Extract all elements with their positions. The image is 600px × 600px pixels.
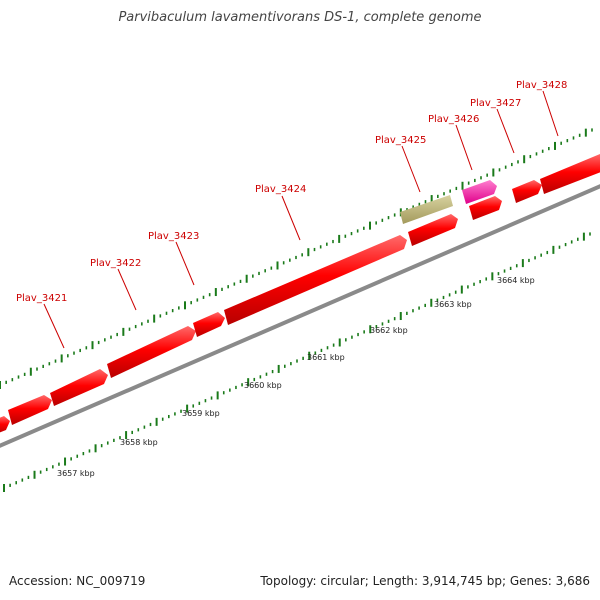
scale-tick-track [3, 232, 591, 492]
gene-label[interactable]: Plav_3423 [148, 231, 199, 242]
gene-label[interactable]: Plav_3424 [255, 184, 306, 195]
leader-line [117, 268, 137, 311]
leader-line [455, 124, 473, 171]
leader-line [401, 145, 421, 193]
gene-arrow-0[interactable] [0, 416, 10, 434]
gene-arrow-plav-3422[interactable] [107, 326, 196, 378]
gene-arrow-plav-3426[interactable] [469, 196, 502, 220]
leader-line [175, 241, 195, 286]
gene-arrow-plav-3423[interactable] [193, 312, 225, 337]
gene-track [0, 154, 600, 434]
genome-backbone [0, 184, 600, 448]
scale-label: 3663 kbp [434, 300, 472, 309]
gene-label[interactable]: Plav_3421 [16, 293, 67, 304]
accession-text: Accession: NC_009719 [9, 574, 146, 588]
genome-summary-text: Topology: circular; Length: 3,914,745 bp… [260, 574, 590, 588]
gene-label-leaders [43, 90, 559, 349]
scale-label: 3660 kbp [244, 381, 282, 390]
gene-arrow-plav-3424[interactable] [224, 235, 407, 325]
gene-arrow-1[interactable] [8, 395, 52, 425]
leader-line [281, 195, 301, 241]
scale-label: 3664 kbp [497, 276, 535, 285]
scale-label: 3657 kbp [57, 469, 95, 478]
gene-arrow-plav-3427[interactable] [512, 180, 542, 203]
gene-label[interactable]: Plav_3422 [90, 258, 141, 269]
gene-label[interactable]: Plav_3425 [375, 135, 426, 146]
upper-tick-track [0, 128, 593, 389]
gene-arrow-plav-3425[interactable] [408, 214, 458, 246]
gene-arrow-highlighted[interactable] [462, 180, 497, 204]
gene-label[interactable]: Plav_3426 [428, 114, 479, 125]
feature-olive[interactable] [400, 195, 453, 224]
gene-labels: Plav_3421 Plav_3422 Plav_3423 Plav_3424 … [16, 80, 567, 304]
gene-label[interactable]: Plav_3428 [516, 80, 567, 91]
gene-arrow-2[interactable] [50, 369, 108, 406]
scale-label: 3659 kbp [182, 409, 220, 418]
scale-label: 3662 kbp [370, 326, 408, 335]
scale-labels: 3657 kbp 3658 kbp 3659 kbp 3660 kbp 3661… [57, 276, 535, 478]
gene-label[interactable]: Plav_3427 [470, 98, 521, 109]
gene-arrow-plav-3428[interactable] [540, 154, 600, 194]
scale-label: 3658 kbp [120, 438, 158, 447]
leader-line [496, 108, 515, 154]
leader-line [542, 90, 559, 137]
map-title: Parvibaculum lavamentivorans DS-1, compl… [118, 10, 482, 25]
scale-label: 3661 kbp [307, 353, 345, 362]
leader-line [43, 303, 65, 349]
